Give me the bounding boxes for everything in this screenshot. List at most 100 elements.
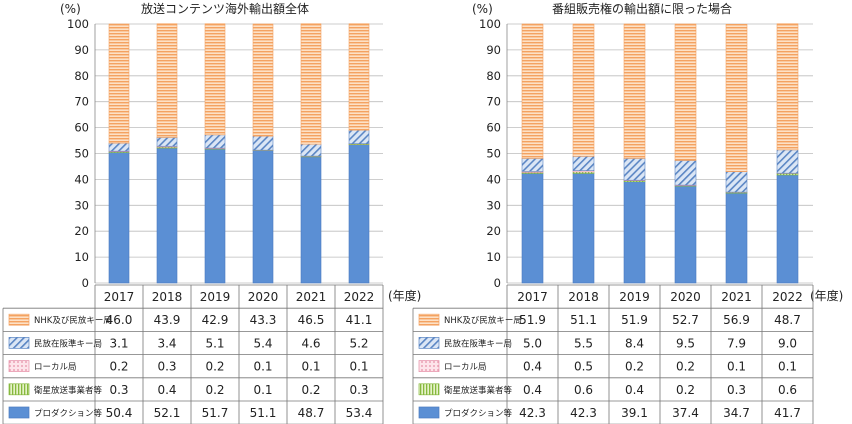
data-label: 8.4 [625, 336, 644, 350]
data-label: 48.7 [298, 406, 325, 420]
data-label: 43.9 [154, 313, 181, 327]
legend-swatch [8, 337, 30, 349]
data-label: 0.6 [574, 383, 593, 397]
x-tick-label: 2021 [721, 290, 752, 304]
data-label: 50.4 [106, 406, 133, 420]
x-tick-label: 2022 [344, 290, 375, 304]
data-label: 51.9 [621, 313, 648, 327]
data-label: 51.7 [202, 406, 229, 420]
data-label: 5.0 [523, 336, 542, 350]
y-tick-label: 0 [494, 276, 501, 290]
data-label: 48.7 [774, 313, 801, 327]
x-tick-label: 2022 [772, 290, 803, 304]
bar-segment [623, 23, 646, 159]
bar-segment [776, 174, 799, 284]
legend-label: 民放在阪準キー局 [34, 338, 102, 349]
legend-swatch [8, 360, 30, 372]
data-label: 0.2 [625, 360, 644, 374]
y-tick-label: 20 [74, 224, 89, 238]
y-tick-label: 60 [74, 121, 89, 135]
bar-segment [204, 23, 226, 136]
y-tick-label: 60 [486, 121, 501, 135]
bar-segment [725, 171, 748, 193]
chart-title: 番組販売権の輸出額に限った場合 [552, 1, 732, 16]
data-label: 0.1 [778, 360, 797, 374]
bar-segment [674, 23, 697, 161]
data-label: 4.6 [301, 336, 320, 350]
data-label: 0.6 [778, 383, 797, 397]
y-tick-label: 40 [486, 172, 501, 186]
data-label: 9.5 [676, 336, 695, 350]
data-label: 0.1 [727, 360, 746, 374]
y-tick-label: 20 [486, 224, 501, 238]
data-label: 56.9 [723, 313, 750, 327]
x-tick-label: 2020 [670, 290, 701, 304]
data-label: 0.3 [109, 383, 128, 397]
bar-segment [572, 23, 595, 157]
data-label: 0.4 [157, 383, 176, 397]
data-label: 0.2 [109, 360, 128, 374]
x-tick-label: 2017 [104, 290, 135, 304]
legend-swatch [8, 406, 30, 419]
bar-segment [300, 23, 322, 145]
bar-segment [156, 23, 178, 138]
data-table: 2017 2018 2019 2020 2021 2022 NHK及び民放キー局 51.9 51… [412, 284, 814, 424]
data-label: 0.1 [253, 383, 272, 397]
x-tick-label: 2019 [200, 290, 231, 304]
data-label: 0.4 [523, 360, 542, 374]
data-label: 46.5 [298, 313, 325, 327]
y-tick-label: 0 [82, 276, 89, 290]
data-label: 3.4 [157, 336, 176, 350]
data-label: 0.2 [676, 360, 695, 374]
data-label: 0.2 [205, 360, 224, 374]
bar-segment [156, 147, 178, 284]
bar-segment [348, 144, 370, 284]
y-tick-label: 30 [486, 198, 501, 212]
bar-segment [674, 160, 697, 186]
data-label: 0.3 [727, 383, 746, 397]
bar-stacks [521, 23, 799, 284]
data-label: 52.1 [154, 406, 181, 420]
data-label: 9.0 [778, 336, 797, 350]
y-unit-label: (%) [472, 2, 493, 16]
legend-label: NHK及び民放キー局 [444, 315, 522, 326]
y-tick-label: 30 [74, 198, 89, 212]
bar-segment [623, 181, 646, 284]
data-label: 0.4 [523, 383, 542, 397]
gridlines [94, 23, 383, 284]
data-label: 51.1 [570, 313, 597, 327]
x-tick-label: 2018 [568, 290, 599, 304]
legend-swatch [8, 383, 30, 396]
legend-label: NHK及び民放キー局 [34, 315, 112, 326]
bar-segment [623, 158, 646, 181]
data-label: 0.1 [349, 360, 368, 374]
data-label: 5.1 [205, 336, 224, 350]
data-label: 52.7 [672, 313, 699, 327]
legend-label: 衛星放送事業者等 [34, 385, 103, 396]
data-label: 0.2 [676, 383, 695, 397]
bar-segment [252, 23, 274, 137]
data-label: 37.4 [672, 406, 699, 420]
bar-segment [300, 143, 322, 157]
x-unit-label: (年度) [388, 288, 421, 303]
y-tick-label: 10 [486, 250, 501, 264]
gridlines [506, 23, 813, 284]
x-tick-label: 2021 [296, 290, 327, 304]
x-unit-label: (年度) [810, 288, 843, 303]
bar-segment [348, 23, 370, 131]
legend-swatch [418, 383, 440, 396]
bar-segment [674, 185, 697, 284]
y-unit-label: (%) [60, 2, 81, 16]
legend-label: ローカル局 [34, 363, 77, 373]
data-label: 42.3 [570, 406, 597, 420]
bar-segment [521, 23, 544, 159]
bar-segment [252, 135, 274, 151]
x-tick-label: 2019 [619, 290, 650, 304]
bar-segment [108, 152, 130, 284]
bar-segment [252, 150, 274, 284]
x-tick-label: 2017 [517, 290, 548, 304]
bar-stacks [108, 23, 370, 284]
bar-segment [204, 134, 226, 149]
